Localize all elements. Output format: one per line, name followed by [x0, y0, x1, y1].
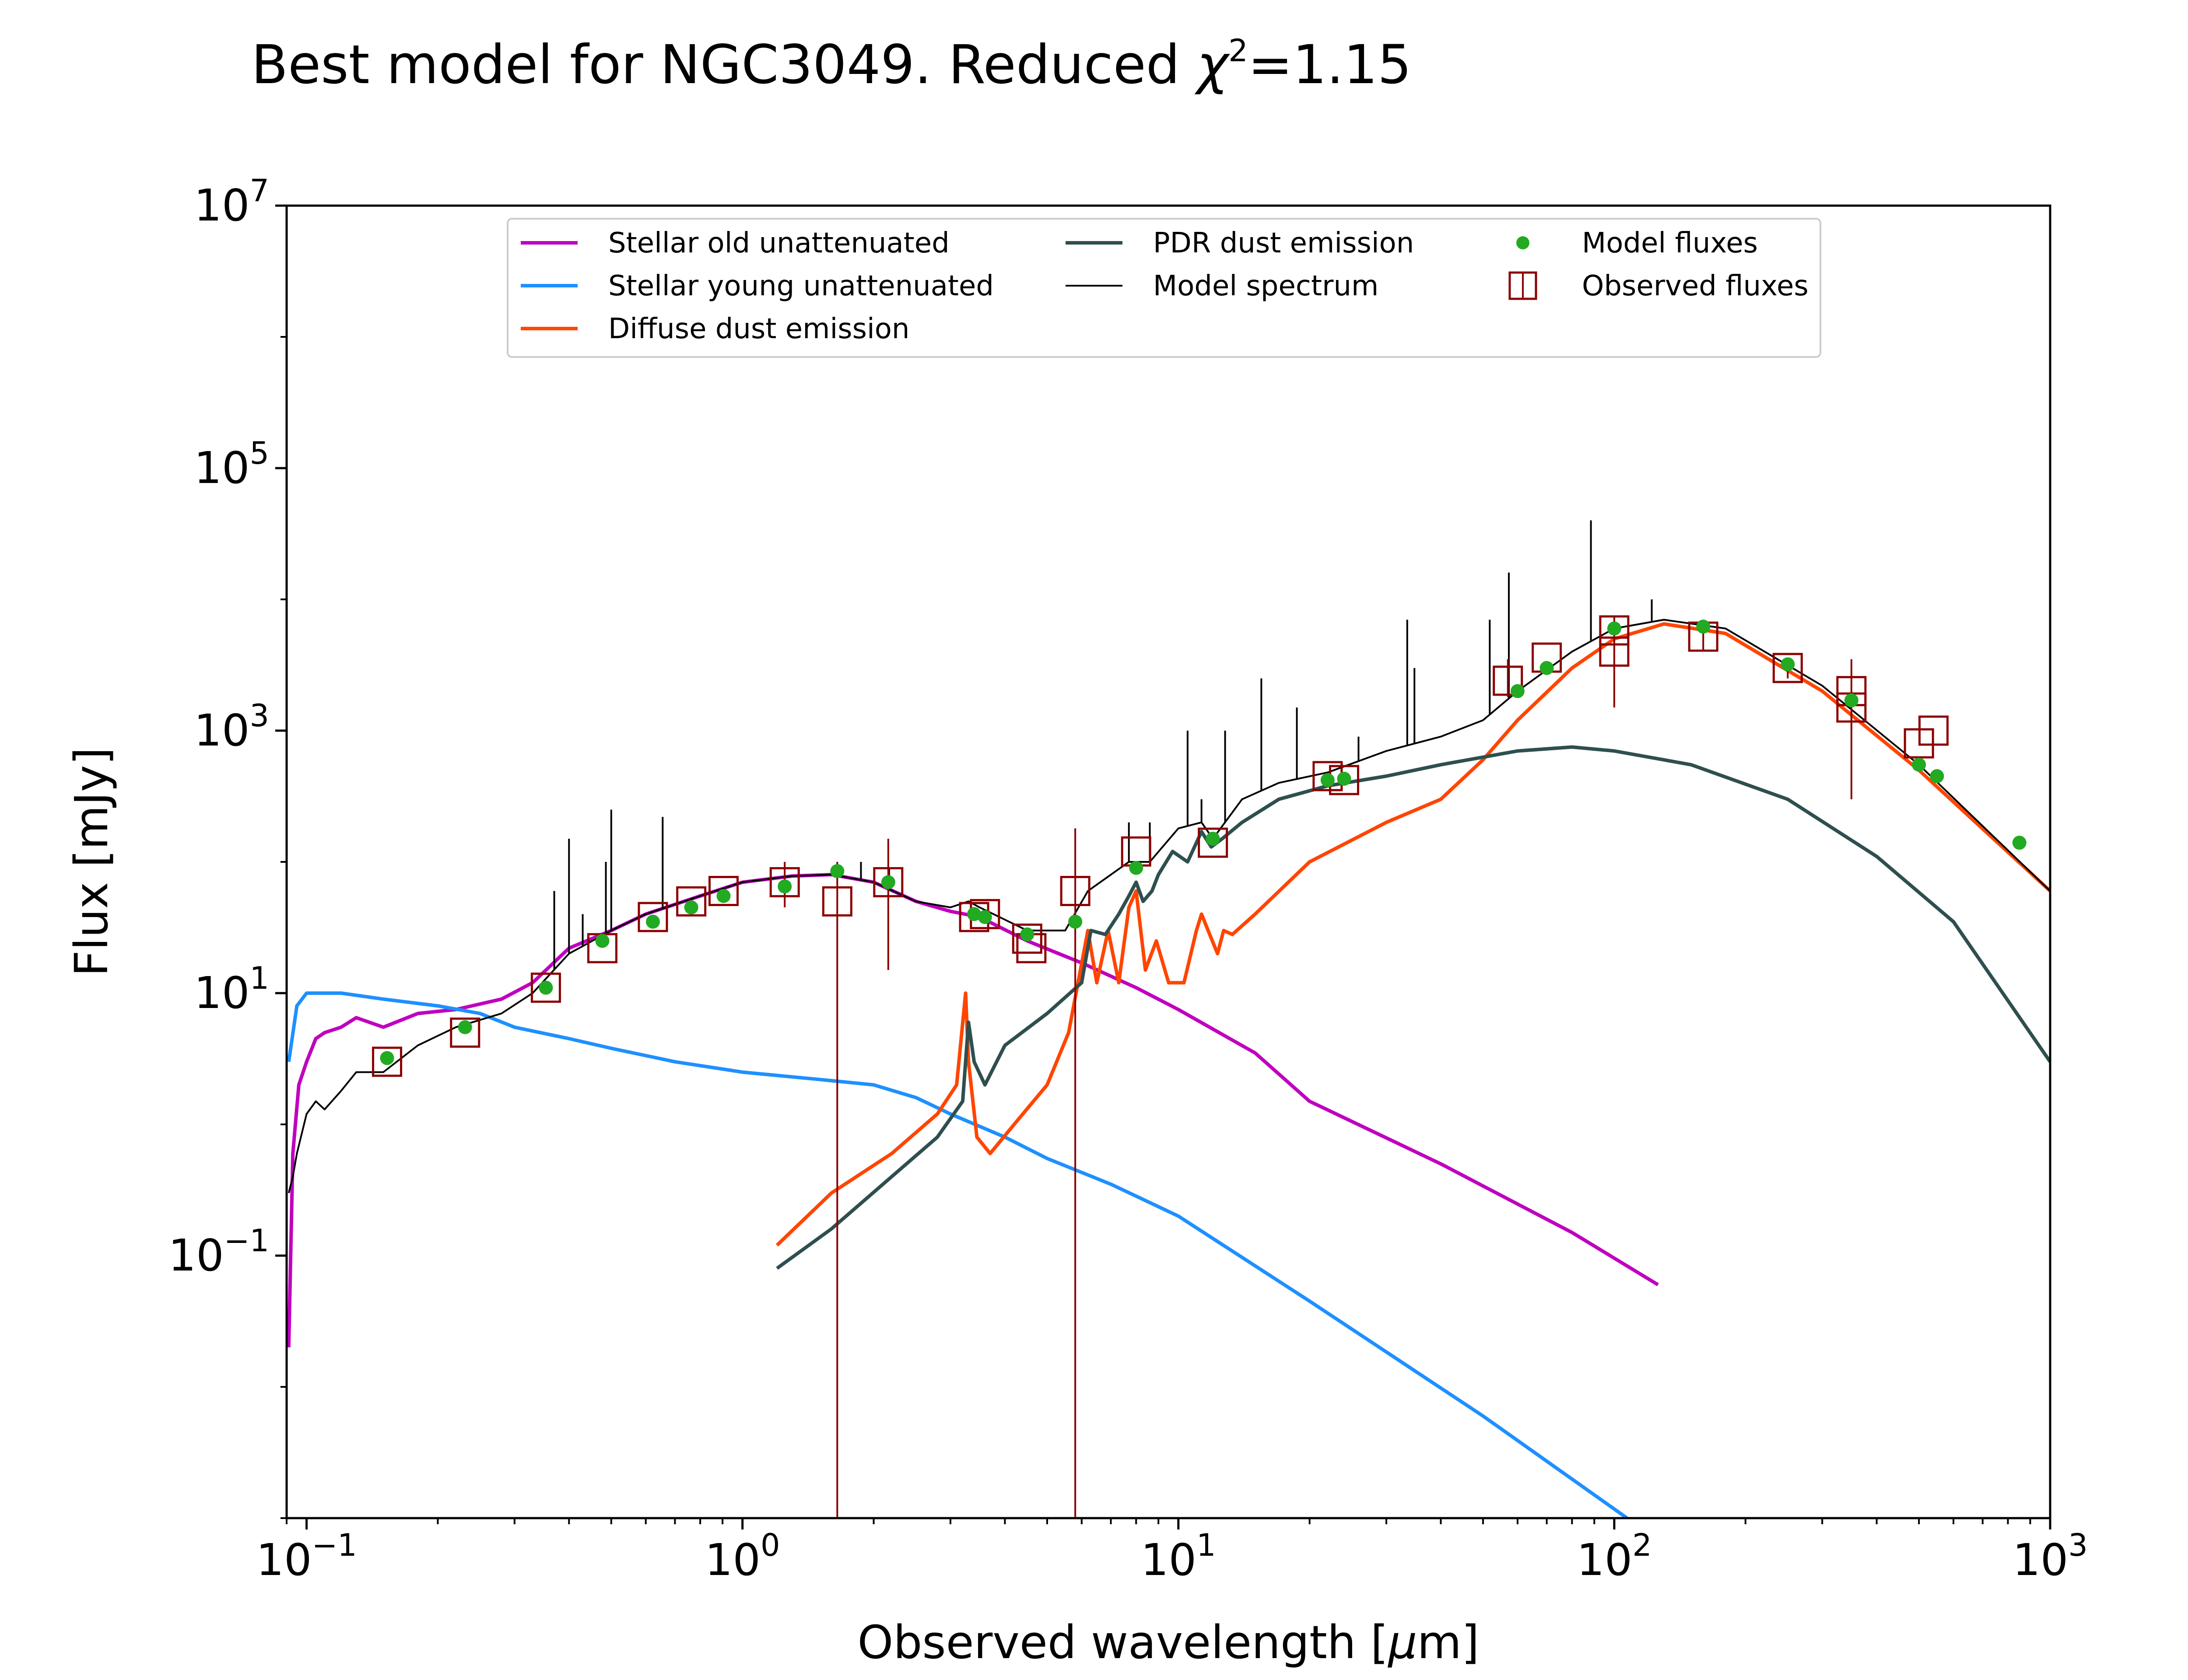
- legend-item: Model spectrum: [1066, 270, 1378, 302]
- model-flux-point: [1068, 914, 1083, 929]
- series-layer: [287, 520, 2050, 1518]
- observed-flux-marker: [1772, 653, 1803, 683]
- legend-label: Stellar young unattenuated: [608, 270, 994, 302]
- plot-area: [287, 520, 2050, 1518]
- chart-title: Best model for NGC3049. Reduced χ2=1.15: [251, 33, 1411, 96]
- series-model-spectrum: [288, 619, 2050, 1194]
- x-tick-label: 103: [2013, 1527, 2088, 1586]
- legend-item: PDR dust emission: [1066, 227, 1414, 259]
- y-tick-label: 101: [194, 960, 269, 1018]
- legend-item: Stellar old unattenuated: [521, 227, 950, 259]
- model-flux-point: [1510, 684, 1525, 698]
- x-tick-label: 101: [1141, 1527, 1216, 1586]
- legend-label: Stellar old unattenuated: [608, 227, 950, 259]
- observed-flux-marker: [708, 876, 739, 906]
- observed-flux-marker: [1198, 827, 1228, 858]
- y-tick-label: 107: [194, 173, 269, 231]
- x-tick-label: 100: [705, 1527, 780, 1586]
- x-axis-ticks: 10−1 100 101 102 103: [256, 1518, 2088, 1586]
- model-flux-point: [539, 980, 553, 995]
- model-flux-point: [830, 864, 845, 878]
- model-flux-point: [881, 875, 895, 889]
- legend-box: [507, 218, 1821, 358]
- legend: Stellar old unattenuated Stellar young un…: [507, 218, 1821, 358]
- observed-flux-marker: [1060, 876, 1090, 906]
- model-flux-point: [1020, 927, 1034, 942]
- y-tick-label: 103: [194, 698, 269, 756]
- observed-flux-marker: [676, 886, 707, 917]
- model-flux-point: [1320, 773, 1335, 788]
- observed-flux-marker: [638, 902, 668, 932]
- legend-label: PDR dust emission: [1153, 227, 1414, 259]
- y-tick-label: 105: [194, 435, 269, 494]
- model-flux-point: [595, 934, 610, 948]
- x-tick-label: 102: [1577, 1527, 1652, 1586]
- series-diffuse-dust-emission: [775, 622, 2050, 1247]
- model-flux-point: [1129, 861, 1143, 875]
- model-flux-point: [1844, 693, 1858, 707]
- observed-flux-marker: [450, 1017, 480, 1048]
- observed-flux-marker: [1918, 715, 1949, 746]
- y-axis-label: Flux [mJy]: [65, 747, 118, 976]
- model-flux-point: [684, 900, 698, 915]
- legend-item: Observed fluxes: [1508, 270, 1809, 302]
- legend-item: Stellar young unattenuated: [521, 270, 994, 302]
- x-tick-label: 10−1: [256, 1527, 357, 1586]
- legend-label: Diffuse dust emission: [608, 313, 909, 345]
- model-flux-point: [716, 889, 731, 903]
- model-flux-point: [2012, 836, 2027, 850]
- legend-label: Model fluxes: [1582, 227, 1758, 259]
- model-flux-point: [1206, 832, 1220, 846]
- observed-flux-marker: [1599, 615, 1630, 646]
- model-flux-point: [1696, 620, 1711, 634]
- y-tick-label: 10−1: [168, 1223, 269, 1281]
- model-flux-point: [1539, 661, 1554, 675]
- series-pdr-dust-emission: [776, 745, 2050, 1270]
- x-axis-label: Observed wavelength [μm]: [858, 1616, 1480, 1669]
- observed-flux-marker: [873, 867, 904, 897]
- legend-swatch: [1516, 236, 1529, 249]
- observed-flux-marker: [769, 867, 800, 897]
- series-stellar-young-unattenuated: [287, 991, 1628, 1518]
- observed-flux-marker: [530, 973, 561, 1003]
- legend-items: Stellar old unattenuated Stellar young un…: [521, 227, 1809, 345]
- model-flux-point: [1912, 757, 1926, 772]
- model-flux-point: [1781, 657, 1795, 672]
- model-flux-point: [967, 907, 982, 921]
- model-flux-point: [380, 1051, 394, 1065]
- observed-flux-marker: [1012, 924, 1042, 954]
- model-flux-point: [978, 910, 992, 924]
- model-flux-point: [778, 879, 792, 894]
- model-flux-point: [458, 1020, 472, 1034]
- legend-label: Observed fluxes: [1582, 270, 1809, 302]
- legend-item: Diffuse dust emission: [521, 313, 909, 345]
- observed-flux-marker: [372, 1046, 403, 1077]
- y-axis-ticks: 10−1 101 103 105 107: [168, 173, 287, 1519]
- observed-flux-marker: [1493, 665, 1523, 696]
- model-flux-point: [645, 914, 660, 929]
- observed-flux-marker: [822, 886, 852, 917]
- legend-item: Model fluxes: [1516, 227, 1758, 259]
- model-flux-point: [1607, 621, 1621, 636]
- observed-flux-marker: [1599, 636, 1630, 667]
- model-flux-point: [1930, 769, 1944, 784]
- legend-label: Model spectrum: [1153, 270, 1378, 302]
- model-flux-layer: [380, 620, 2027, 1065]
- model-flux-point: [1337, 771, 1351, 786]
